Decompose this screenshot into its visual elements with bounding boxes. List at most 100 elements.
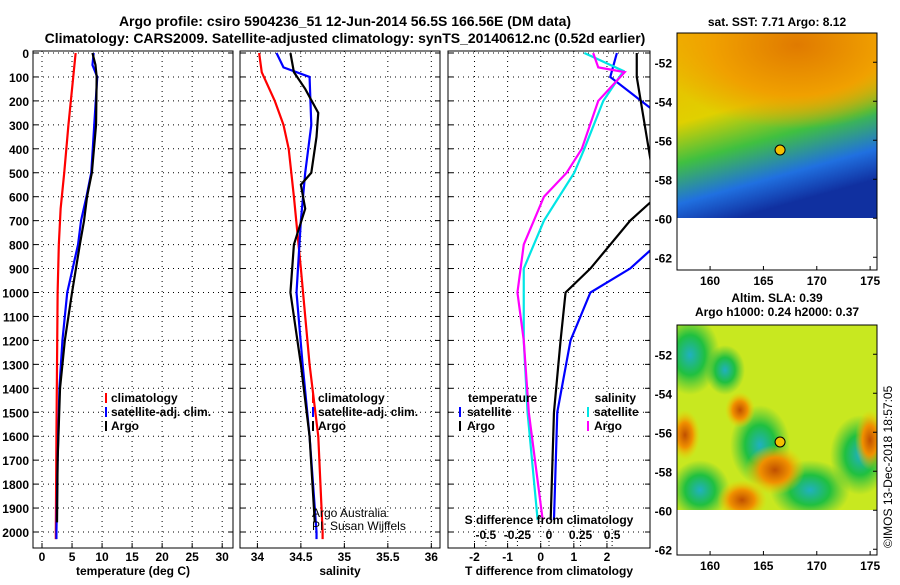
series-group [516, 52, 650, 521]
legend-swatch [312, 407, 314, 417]
panel-frame [239, 50, 441, 549]
legend-label: Argo [594, 419, 622, 433]
y-tick-label: 1300 [2, 358, 29, 372]
y-tick-label: 700 [9, 215, 29, 229]
high-anomaly [725, 392, 755, 428]
map-y-tick-label: -58 [655, 465, 673, 479]
map-x-tick-label: 160 [700, 274, 720, 288]
legend-label: satellite [594, 405, 639, 419]
legend-label: Argo [318, 419, 346, 433]
high-anomaly [855, 410, 877, 470]
map-title: Altim. SLA: 0.39 [731, 291, 823, 305]
legend-swatch [312, 421, 314, 431]
map-y-tick-label: -58 [655, 173, 673, 187]
annotation-text: PI: Susan Wijffels [312, 519, 406, 533]
legend-swatch [459, 421, 461, 431]
x-tick-label: -2 [469, 550, 480, 564]
map-x-tick-label: 165 [753, 274, 773, 288]
series-line-argo [55, 52, 98, 523]
x-tick-label: 34.5 [289, 550, 313, 564]
y-tick-label: 300 [9, 119, 29, 133]
series-line-climatology [258, 52, 324, 540]
map-x-tick-label: 170 [807, 274, 827, 288]
series-group [54, 52, 99, 540]
legend-swatch [105, 407, 107, 417]
map-subtitle: Argo h1000: 0.24 h2000: 0.37 [695, 305, 859, 319]
x-tick-label: 35.5 [376, 550, 400, 564]
y-tick-label: 800 [9, 239, 29, 253]
x-tick-label: 0 [39, 550, 46, 564]
legend-label: satellite-adj. clim. [111, 405, 211, 419]
legend-label: Argo [111, 419, 139, 433]
series-line-argo [289, 52, 320, 523]
y-tick-label: 600 [9, 191, 29, 205]
x2-axis-label: S difference from climatology [465, 513, 634, 527]
x-tick-label: 34 [251, 550, 265, 564]
x2-tick-label: -0.25 [504, 528, 532, 542]
x-axis-label: T difference from climatology [465, 564, 633, 578]
map-y-tick-label: -54 [655, 387, 673, 401]
annotation-text: Argo Australia [312, 506, 387, 520]
map-y-tick-label: -52 [655, 56, 673, 70]
map-x-tick-label: 170 [807, 559, 827, 573]
legend-swatch [105, 393, 107, 403]
x-axis-label: temperature (deg C) [76, 564, 190, 578]
y-tick-label: 0 [22, 47, 29, 61]
map-y-tick-label: -60 [655, 504, 673, 518]
legend-swatch [312, 393, 314, 403]
x-tick-label: 20 [155, 550, 169, 564]
y-tick-label: 1200 [2, 334, 29, 348]
y-tick-label: 2000 [2, 526, 29, 540]
title-line-1: Argo profile: csiro 5904236_51 12-Jun-20… [119, 13, 571, 29]
x2-tick-label: -0.5 [476, 528, 497, 542]
map-title: sat. SST: 7.71 Argo: 8.12 [708, 15, 847, 29]
map-y-tick-label: -56 [655, 134, 673, 148]
series-line-climatology [54, 52, 77, 540]
series-line-satellite-adj-clim- [55, 52, 99, 540]
x-tick-label: 36 [425, 550, 439, 564]
y-tick-label: 1400 [2, 382, 29, 396]
profile-location-marker [774, 436, 786, 448]
map-y-tick-label: -52 [655, 348, 673, 362]
legend-label: satellite-adj. clim. [318, 405, 418, 419]
panel-difference: -2 -1 0 1 2T difference from climatology S di… [447, 50, 651, 578]
map-x-tick-label: 165 [753, 559, 773, 573]
panel-frame [32, 50, 234, 549]
map-x-tick-label: 160 [700, 559, 720, 573]
profile-location-marker [774, 144, 786, 156]
legend-label: climatology [111, 391, 178, 405]
y-tick-label: 1900 [2, 502, 29, 516]
legend-label: Argo [467, 419, 495, 433]
x-tick-label: 0 [537, 550, 544, 564]
y-tick-label: 100 [9, 71, 29, 85]
high-anomaly [717, 480, 767, 510]
high-anomaly [677, 410, 700, 460]
map-1: 160 165 170 175 -52 -54 -56 -58 -60 -62 Altim. SLA… [655, 291, 881, 573]
high-anomaly [745, 445, 805, 495]
x-tick-label: 35 [338, 550, 352, 564]
map-image [677, 33, 877, 218]
y-tick-label: 1100 [3, 310, 29, 324]
series-line-t-argo [549, 53, 650, 521]
legend-title-temperature: temperature [468, 391, 538, 405]
panel-salinity: 34 34.5 35 35.5 36 salinity climatologysatelli… [239, 50, 441, 578]
map-y-tick-label: -54 [655, 95, 673, 109]
series-group [258, 52, 324, 540]
map-0: 160 165 170 175 -52 -54 -56 -58 -60 -62 sat. SST: … [655, 15, 881, 288]
panel-temperature: 0100200300400500600700800900100011001200… [2, 47, 234, 578]
y-tick-label: 1600 [2, 430, 29, 444]
map-x-tick-label: 175 [860, 274, 880, 288]
y-tick-label: 1500 [2, 406, 29, 420]
legend-label: climatology [318, 391, 385, 405]
title-line-2: Climatology: CARS2009. Satellite-adjuste… [45, 30, 646, 46]
y-tick-label: 900 [9, 263, 29, 277]
y-tick-label: 500 [9, 167, 29, 181]
legend-swatch [105, 421, 107, 431]
panel-frame [447, 50, 651, 549]
x-tick-label: 15 [125, 550, 139, 564]
legend-swatch [587, 421, 589, 431]
map-y-tick-label: -60 [655, 212, 673, 226]
x-tick-label: -1 [502, 550, 513, 564]
sst-warm-region [677, 33, 877, 153]
